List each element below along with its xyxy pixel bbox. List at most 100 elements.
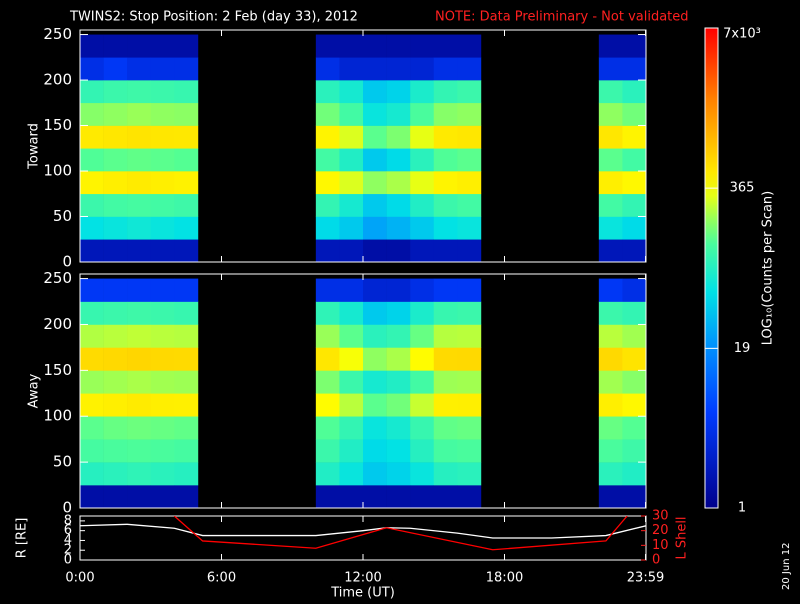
heatmap-cell <box>410 439 435 463</box>
heatmap-cell <box>457 34 482 58</box>
heatmap-cell <box>150 416 175 440</box>
heatmap-cell <box>339 324 364 348</box>
heatmap-cell <box>433 239 458 263</box>
heatmap-cell <box>127 239 152 263</box>
heatmap-cell <box>622 439 647 463</box>
heatmap-cell <box>622 193 647 217</box>
heatmap-cell <box>80 57 104 81</box>
heatmap-cell <box>80 125 104 149</box>
heatmap-cell <box>315 393 340 417</box>
heatmap-cell <box>433 125 458 149</box>
heatmap-cell <box>315 239 340 263</box>
heatmap-cell <box>622 239 647 263</box>
heatmap-cell <box>339 416 364 440</box>
heatmap-cell <box>315 485 340 509</box>
heatmap-cell <box>363 80 387 104</box>
heatmap-cell <box>598 171 623 195</box>
heatmap-cell <box>386 347 411 371</box>
y-tick-label: 0 <box>62 499 72 517</box>
heatmap-cell <box>103 171 128 195</box>
heatmap-cell <box>315 125 340 149</box>
heatmap-cell <box>150 102 175 126</box>
heatmap-cell <box>363 57 387 81</box>
heatmap-cell <box>622 462 647 486</box>
heatmap-cell <box>622 80 647 104</box>
heatmap-cell <box>339 216 364 240</box>
y-tick-label: 0 <box>62 253 72 271</box>
heatmap-cell <box>127 278 152 302</box>
heatmap-cell <box>127 102 152 126</box>
heatmap-cell <box>103 347 128 371</box>
heatmap-cell <box>174 216 199 240</box>
heatmap-cell <box>150 393 175 417</box>
heatmap-cell <box>80 462 104 486</box>
heatmap-cell <box>174 278 199 302</box>
heatmap-cell <box>339 347 364 371</box>
heatmap-cell <box>363 34 387 58</box>
heatmap-cell <box>386 125 411 149</box>
heatmap-cell <box>386 370 411 394</box>
heatmap-cell <box>150 347 175 371</box>
x-axis-label: Time (UT) <box>330 586 395 601</box>
heatmap-cell <box>339 148 364 172</box>
heatmap-cell <box>174 171 199 195</box>
heatmap-cell <box>339 370 364 394</box>
heatmap-cell <box>386 148 411 172</box>
heatmap-cell <box>80 171 104 195</box>
heatmap-cell <box>150 370 175 394</box>
y-tick-label: 150 <box>43 361 72 379</box>
heatmap-cell <box>80 148 104 172</box>
y-axis-label: Toward <box>27 123 42 170</box>
heatmap-cell <box>339 239 364 263</box>
heatmap-cell <box>150 148 175 172</box>
heatmap-cell <box>433 102 458 126</box>
heatmap-cell <box>386 439 411 463</box>
heatmap-cell <box>174 125 199 149</box>
heatmap-cell <box>127 80 152 104</box>
heatmap-cell <box>103 393 128 417</box>
heatmap-cell <box>315 278 340 302</box>
y-axis-label: R [RE] <box>15 518 30 559</box>
heatmap-cell <box>80 485 104 509</box>
heatmap-cell <box>339 57 364 81</box>
heatmap-cell <box>598 439 623 463</box>
heatmap-cell <box>433 216 458 240</box>
heatmap-cell <box>339 34 364 58</box>
heatmap-cell <box>339 439 364 463</box>
heatmap-cell <box>127 193 152 217</box>
heatmap-cell <box>433 80 458 104</box>
heatmap-cell <box>339 193 364 217</box>
heatmap-cell <box>598 301 623 325</box>
heatmap-cell <box>457 102 482 126</box>
y-axis-label: Away <box>27 373 42 408</box>
heatmap-cell <box>80 324 104 348</box>
heatmap-cell <box>363 347 387 371</box>
heatmap-cell <box>386 216 411 240</box>
heatmap-cell <box>410 347 435 371</box>
heatmap-cell <box>363 102 387 126</box>
heatmap-cell <box>174 347 199 371</box>
heatmap-cell <box>127 485 152 509</box>
heatmap-cell <box>127 216 152 240</box>
heatmap-cell <box>386 34 411 58</box>
heatmap-cell <box>103 102 128 126</box>
heatmap-cell <box>174 439 199 463</box>
heatmap-cell <box>410 34 435 58</box>
heatmap-cell <box>103 462 128 486</box>
heatmap-cell <box>386 416 411 440</box>
heatmap-cell <box>433 485 458 509</box>
heatmap-cell <box>80 416 104 440</box>
heatmap-cell <box>363 370 387 394</box>
heatmap-cell <box>363 193 387 217</box>
heatmap-cell <box>127 462 152 486</box>
heatmap-cell <box>127 347 152 371</box>
y2-tick-label: 20 <box>652 523 669 538</box>
heatmap-cell <box>598 216 623 240</box>
heatmap-cell <box>386 80 411 104</box>
heatmap-cell <box>622 370 647 394</box>
heatmap-cell <box>598 347 623 371</box>
heatmap-cell <box>315 171 340 195</box>
heatmap-cell <box>150 439 175 463</box>
heatmap-cell <box>339 80 364 104</box>
heatmap-cell <box>410 148 435 172</box>
